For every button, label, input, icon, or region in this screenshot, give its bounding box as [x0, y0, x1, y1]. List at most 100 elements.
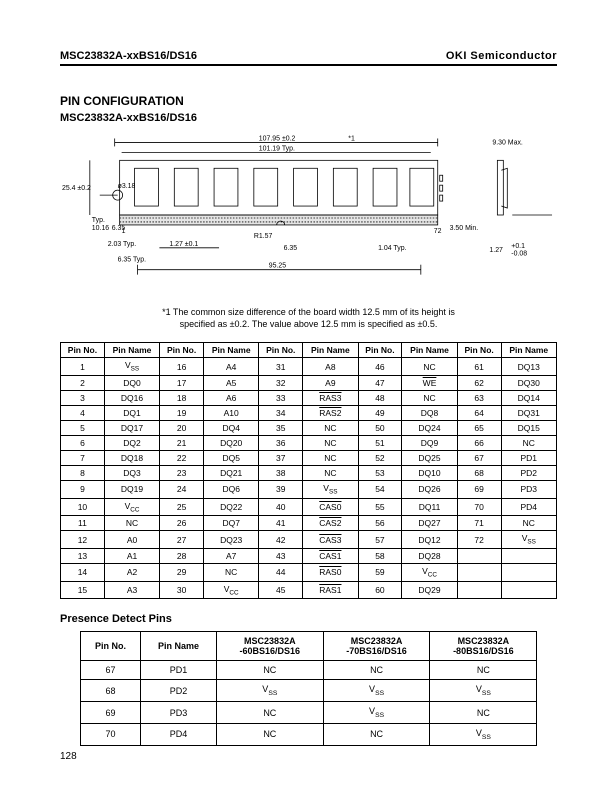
pin-cell: VSS: [104, 358, 159, 376]
pin-cell: DQ10: [402, 465, 457, 480]
table-row: 4DQ119A1034RAS249DQ864DQ31: [61, 405, 557, 420]
pin-cell: DQ17: [104, 420, 159, 435]
pin-cell: DQ8: [402, 405, 457, 420]
pin-cell: 48: [358, 390, 402, 405]
pin-cell: DQ30: [501, 375, 556, 390]
table-row: 15A330VCC45RAS160DQ29: [61, 581, 557, 599]
pin-cell: DQ14: [501, 390, 556, 405]
pin-cell: CAS0: [303, 498, 358, 516]
pin-cell: A5: [204, 375, 259, 390]
pin-cell: A0: [104, 531, 159, 549]
table-row: 7DQ1822DQ537NC52DQ2567PD1: [61, 450, 557, 465]
pin-cell: 30: [160, 581, 204, 599]
pin-cell: 71: [457, 516, 501, 531]
pd-cell: 70: [81, 724, 141, 746]
header-company-bold: OKI: [446, 50, 467, 62]
pin-table-header: Pin Name: [501, 343, 556, 358]
dim-tol2: +0.1: [511, 243, 525, 250]
pin-cell: 40: [259, 498, 303, 516]
pin-cell: NC: [402, 390, 457, 405]
pin-cell: 17: [160, 375, 204, 390]
pin-cell: DQ31: [501, 405, 556, 420]
pin-cell: A2: [104, 564, 159, 582]
pin-cell: CAS1: [303, 549, 358, 564]
pin-cell: A7: [204, 549, 259, 564]
dim-pitch: 1.27 ±0.1: [169, 241, 198, 248]
pin-cell: 42: [259, 531, 303, 549]
pd-cell: 68: [81, 680, 141, 702]
pin-table-header: Pin Name: [104, 343, 159, 358]
pin-cell: 25: [160, 498, 204, 516]
table-row: 3DQ1618A633RAS348NC63DQ14: [61, 390, 557, 405]
pin-cell: DQ7: [204, 516, 259, 531]
dim-hole: ø3.18: [118, 183, 136, 190]
page-header: MSC23832A-xxBS16/DS16 OKI Semiconductor: [60, 50, 557, 66]
pd-cell: VSS: [430, 680, 537, 702]
pin-cell: RAS0: [303, 564, 358, 582]
table-row: 6DQ221DQ2036NC51DQ966NC: [61, 435, 557, 450]
table-row: 11NC26DQ741CAS256DQ2771NC: [61, 516, 557, 531]
pin-cell: A4: [204, 358, 259, 376]
pin-cell: 52: [358, 450, 402, 465]
pin-cell: DQ4: [204, 420, 259, 435]
pin-cell: A10: [204, 405, 259, 420]
pin-cell: DQ1: [104, 405, 159, 420]
pin-cell: 21: [160, 435, 204, 450]
pin-cell: RAS2: [303, 405, 358, 420]
pin-cell: A9: [303, 375, 358, 390]
table-row: 68PD2VSSVSSVSS: [81, 680, 537, 702]
pin-cell: 31: [259, 358, 303, 376]
pin-cell: 36: [259, 435, 303, 450]
pin-cell: 54: [358, 480, 402, 498]
table-row: 67PD1NCNCNC: [81, 661, 537, 680]
pin-cell: 69: [457, 480, 501, 498]
pin-cell: 35: [259, 420, 303, 435]
pd-cell: VSS: [216, 680, 323, 702]
pin-cell: 6: [61, 435, 105, 450]
pin-cell: 56: [358, 516, 402, 531]
pin-cell: 18: [160, 390, 204, 405]
pd-cell: VSS: [323, 702, 430, 724]
pd-cell: 67: [81, 661, 141, 680]
pin-cell: 43: [259, 549, 303, 564]
table-row: 8DQ323DQ2138NC53DQ1068PD2: [61, 465, 557, 480]
pin-cell: CAS3: [303, 531, 358, 549]
mechanical-diagram: 107.95 ±0.2 *1 101.19 Typ. 9.30 Max. ø3.…: [60, 130, 557, 300]
pin-cell: 51: [358, 435, 402, 450]
pin-cell: 53: [358, 465, 402, 480]
pin-cell: NC: [204, 564, 259, 582]
pin-cell: NC: [402, 358, 457, 376]
pin-cell: DQ22: [204, 498, 259, 516]
pin-cell: 13: [61, 549, 105, 564]
pin-cell: VCC: [204, 581, 259, 599]
pin-cell: DQ0: [104, 375, 159, 390]
pin-cell: 67: [457, 450, 501, 465]
pin-cell: DQ20: [204, 435, 259, 450]
pin-cell: 58: [358, 549, 402, 564]
pin-cell: DQ21: [204, 465, 259, 480]
pin-cell: 49: [358, 405, 402, 420]
pin-cell: RAS1: [303, 581, 358, 599]
pin-table-header: Pin Name: [303, 343, 358, 358]
page-number: 128: [60, 751, 77, 762]
pin-cell: 50: [358, 420, 402, 435]
pin-cell: 1: [61, 358, 105, 376]
pd-cell: 69: [81, 702, 141, 724]
pin-cell: VCC: [402, 564, 457, 582]
pin-cell: 46: [358, 358, 402, 376]
pin-cell: DQ27: [402, 516, 457, 531]
dim-width-max: 107.95 ±0.2: [259, 135, 296, 142]
pin-cell: 3: [61, 390, 105, 405]
pin-table-header: Pin No.: [61, 343, 105, 358]
pin-cell: DQ11: [402, 498, 457, 516]
table-row: 70PD4NCNCVSS: [81, 724, 537, 746]
pin-cell: NC: [501, 516, 556, 531]
pd-cell: NC: [430, 702, 537, 724]
pin-cell: DQ16: [104, 390, 159, 405]
pin-cell: [457, 581, 501, 599]
table-row: 1VSS16A431A846NC61DQ13: [61, 358, 557, 376]
pd-cell: NC: [216, 661, 323, 680]
pin-cell: NC: [104, 516, 159, 531]
pin-cell: 12: [61, 531, 105, 549]
dim-104: 1.04 Typ.: [378, 245, 406, 252]
